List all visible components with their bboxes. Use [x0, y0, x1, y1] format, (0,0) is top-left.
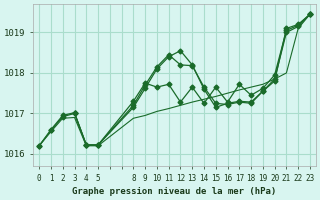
X-axis label: Graphe pression niveau de la mer (hPa): Graphe pression niveau de la mer (hPa) — [72, 187, 277, 196]
